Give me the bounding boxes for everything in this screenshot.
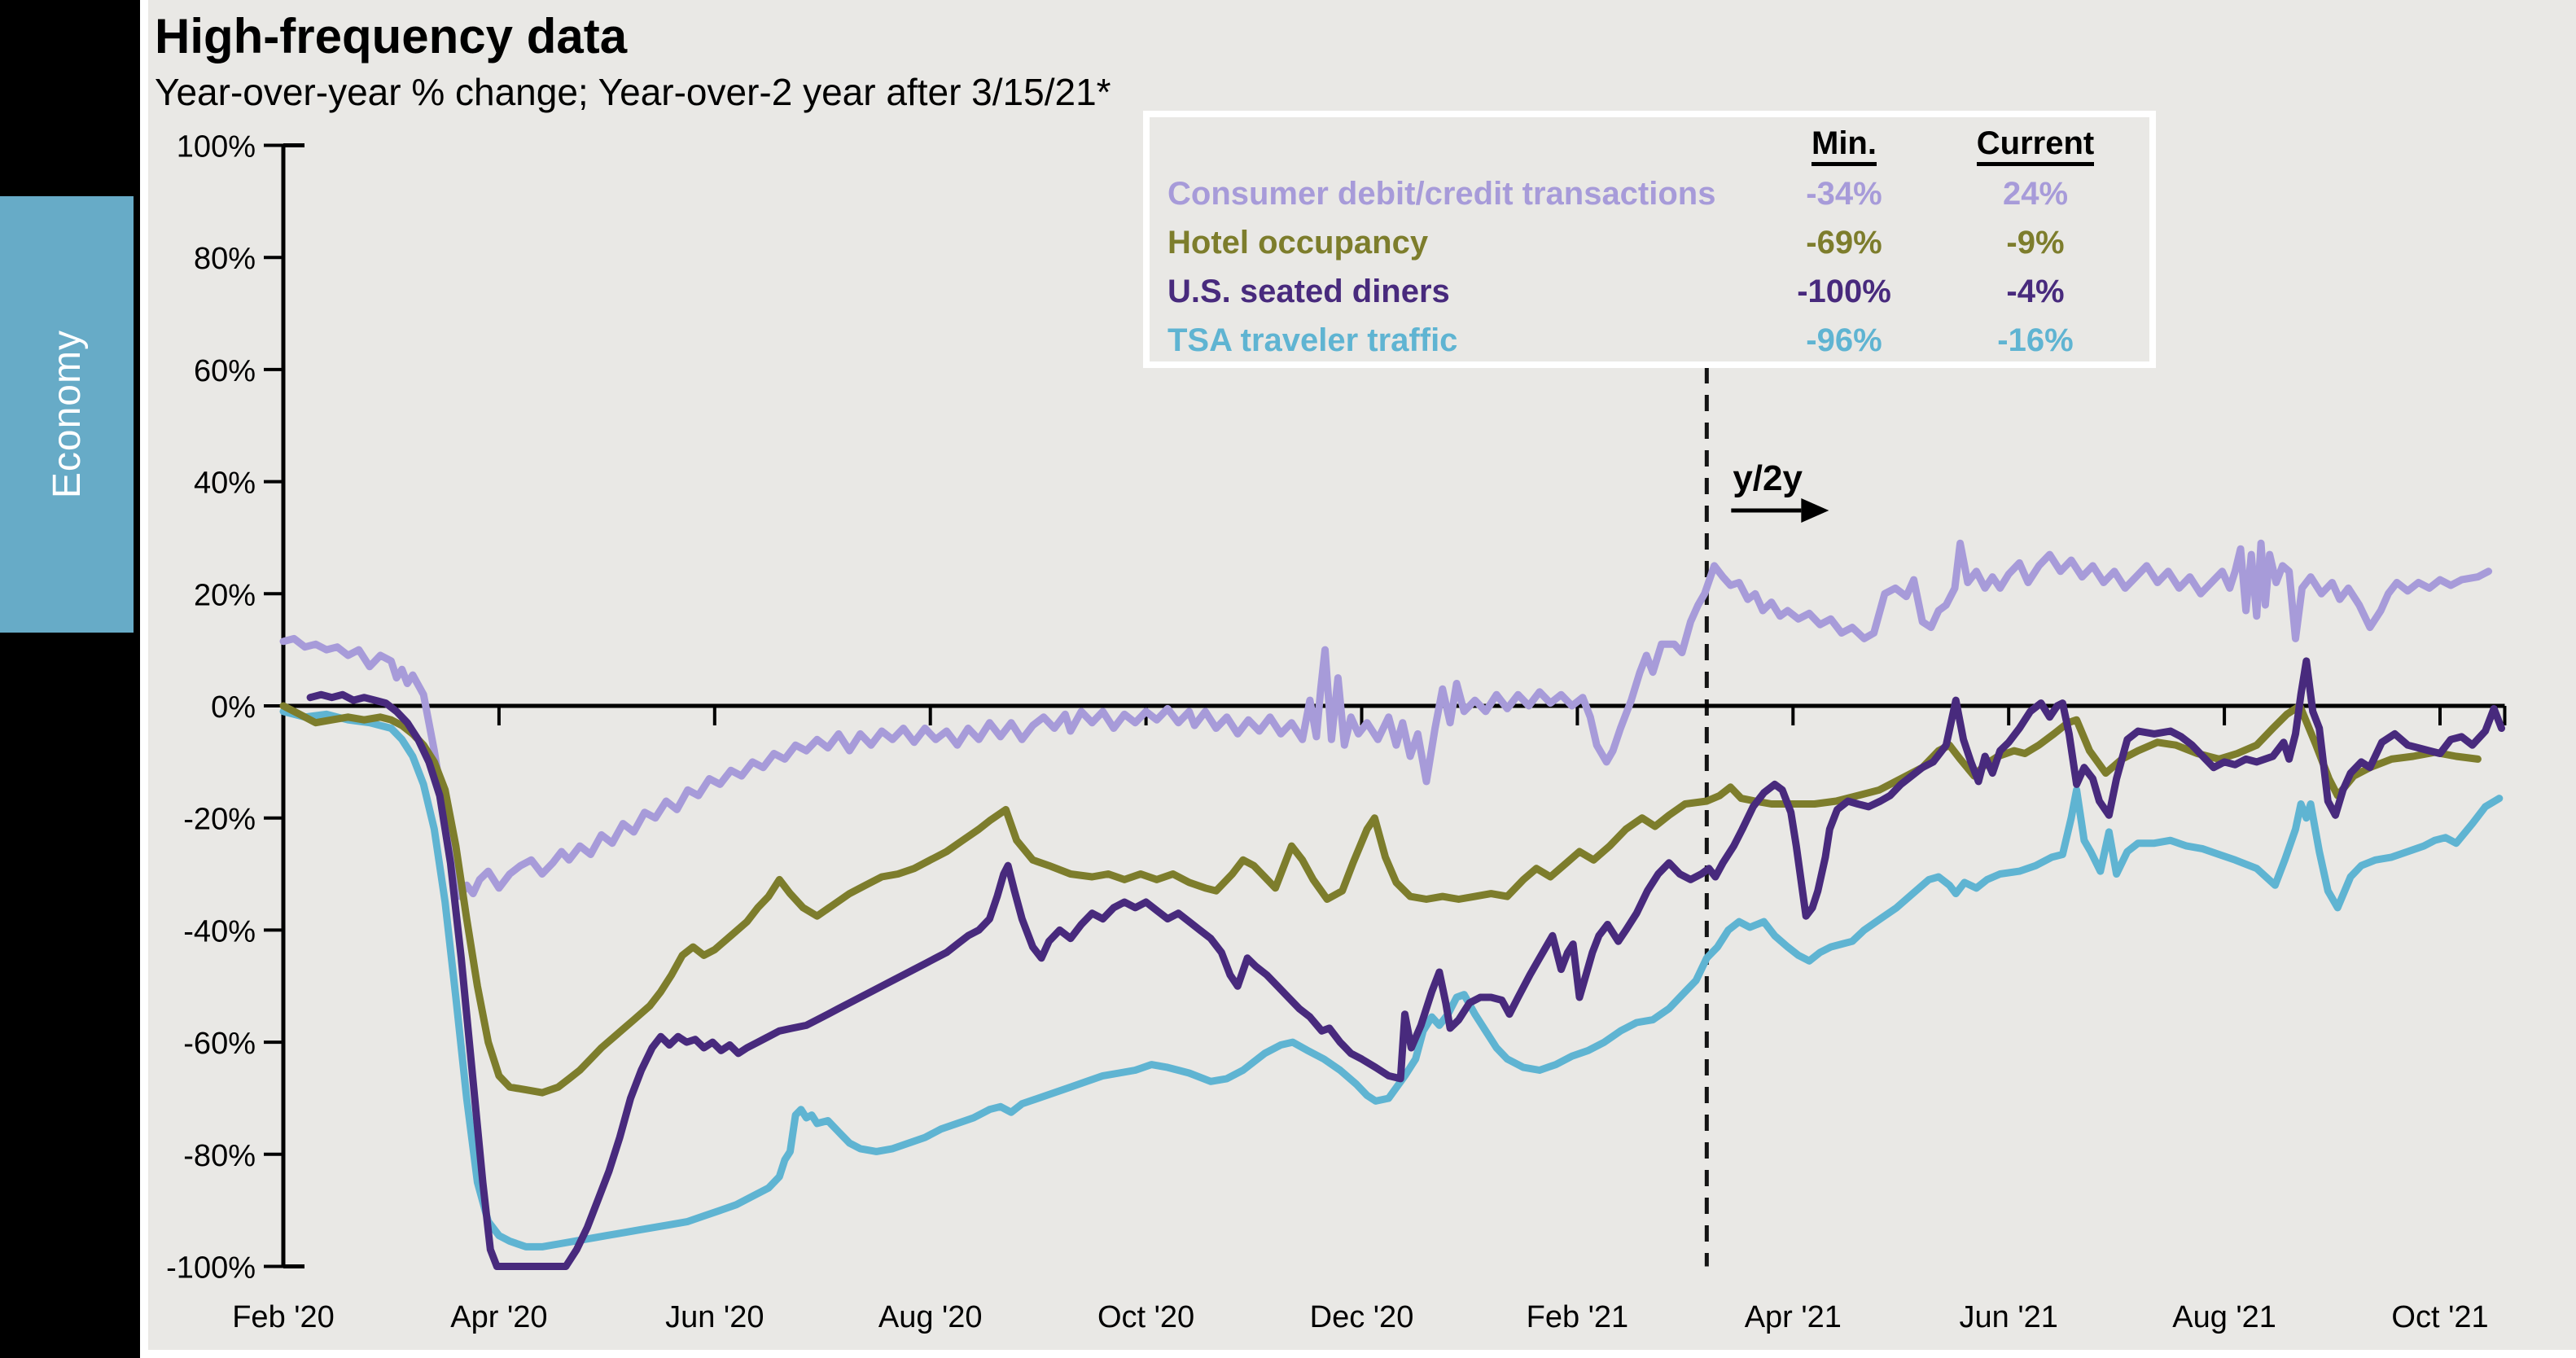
sidebar-tab-economy[interactable]: Economy (0, 196, 134, 633)
page-title: High-frequency data (155, 9, 628, 64)
y-axis-label: 0% (211, 690, 256, 725)
series-line-hotel-occupancy (279, 702, 2482, 1097)
y2y-annotation-label: y/2y (1733, 458, 1803, 498)
x-axis-label: Aug '20 (878, 1300, 983, 1334)
y2y-arrow-head-icon (1801, 498, 1829, 523)
legend-current-consumer: 24% (2002, 175, 2069, 212)
legend-table: Min. Current Consumer debit/credit trans… (1143, 111, 2156, 368)
y-axis-label: -40% (183, 914, 256, 948)
page-subtitle: Year-over-year % change; Year-over-2 yea… (155, 71, 1111, 113)
x-axis-label: Dec '20 (1310, 1300, 1414, 1334)
legend-name-consumer: Consumer debit/credit transactions (1168, 175, 1716, 212)
y-axis-label: -20% (183, 803, 256, 837)
x-axis-label: Feb '20 (232, 1300, 335, 1334)
x-axis-label: Aug '21 (2172, 1300, 2276, 1334)
y-axis-label: 100% (177, 130, 256, 164)
y-axis-label: 80% (194, 242, 256, 276)
legend-col-current: Current (1930, 125, 2141, 166)
legend-min-diners: -100% (1797, 273, 1891, 309)
y-axis-label: 20% (194, 578, 256, 612)
x-axis-label: Apr '20 (450, 1300, 547, 1334)
legend-current-hotel: -9% (2006, 224, 2065, 261)
legend-min-tsa: -96% (1806, 322, 1882, 358)
y-axis-label: 60% (194, 354, 256, 388)
legend-min-consumer: -34% (1806, 175, 1882, 212)
series-line-consumer-debit-credit-transactions (279, 539, 2493, 900)
y-axis-label: 40% (194, 467, 256, 501)
x-axis-label: Oct '21 (2391, 1300, 2488, 1334)
legend-current-tsa: -16% (1997, 322, 2074, 358)
x-axis-label: Jun '20 (665, 1300, 764, 1334)
y-axis-label: -60% (183, 1027, 256, 1061)
slide-divider (140, 0, 148, 1358)
x-axis-label: Jun '21 (1960, 1300, 2058, 1334)
x-axis-label: Feb '21 (1527, 1300, 1629, 1334)
y-axis-label: -100% (166, 1251, 256, 1286)
legend-min-hotel: -69% (1806, 224, 1882, 261)
x-axis-label: Oct '20 (1097, 1300, 1194, 1334)
legend-name-hotel: Hotel occupancy (1168, 224, 1429, 261)
legend-name-tsa: TSA traveler traffic (1168, 322, 1458, 358)
series-line-u-s-seated-diners (306, 657, 2505, 1270)
legend-current-diners: -4% (2006, 273, 2065, 309)
x-axis-label: Apr '21 (1745, 1300, 1842, 1334)
legend-name-diners: U.S. seated diners (1168, 273, 1450, 309)
y-axis-label: -80% (183, 1139, 256, 1173)
legend-col-min: Min. (1759, 125, 1930, 166)
slide-bottom-edge (148, 1350, 2576, 1358)
series-line-tsa-traveler-traffic (279, 707, 2504, 1251)
